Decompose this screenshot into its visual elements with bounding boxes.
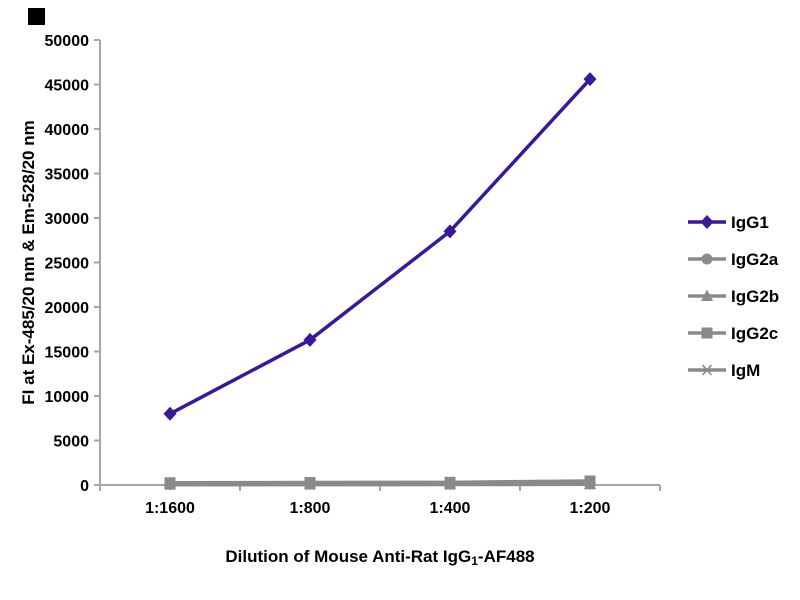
- y-tick-label: 30000: [45, 211, 90, 228]
- legend-marker-IgM: [701, 364, 713, 376]
- y-tick-label: 20000: [45, 300, 90, 317]
- y-tick-label: 5000: [53, 434, 89, 451]
- legend-label-IgG2a: IgG2a: [731, 250, 779, 269]
- legend-item-IgG2a: IgG2a: [688, 250, 779, 269]
- legend-label-IgM: IgM: [731, 361, 760, 380]
- y-axis-title: FI at Ex-485/20 nm & Em-528/20 nm: [19, 120, 38, 404]
- marker-IgM-1:200: [584, 478, 596, 490]
- y-tick-label: 35000: [45, 167, 90, 184]
- legend-item-IgG2b: IgG2b: [688, 287, 779, 306]
- legend-label-IgG1: IgG1: [731, 213, 769, 232]
- legend-label-IgG2b: IgG2b: [731, 287, 779, 306]
- x-tick-label: 1:800: [290, 500, 331, 517]
- y-tick-label: 45000: [45, 78, 90, 95]
- x-tick-label: 1:400: [430, 500, 471, 517]
- marker-IgG2c-1:200: [584, 475, 596, 487]
- marker-IgG2c-1:1600: [164, 477, 176, 489]
- x-tick-label: 1:200: [570, 500, 611, 517]
- y-tick-label: 40000: [45, 122, 90, 139]
- corner-mark: [28, 8, 45, 25]
- marker-IgG1-1:1600: [163, 406, 177, 421]
- marker-IgM-1:400: [444, 479, 456, 491]
- x-tick-label: 1:1600: [145, 500, 195, 517]
- marker-IgG1-1:400: [443, 224, 457, 239]
- marker-IgM-1:1600: [164, 479, 176, 491]
- series-line-IgG1: [168, 77, 592, 416]
- legend: IgG1 IgG2a IgG2b IgG2c IgM: [688, 213, 779, 380]
- legend-marker-IgG1: [700, 215, 714, 229]
- y-tick-label: 50000: [45, 33, 90, 50]
- legend-label-IgG2c: IgG2c: [731, 324, 778, 343]
- y-tick-label: 15000: [45, 345, 90, 362]
- legend-item-IgG2c: IgG2c: [688, 324, 778, 343]
- y-tick-label: 10000: [45, 389, 90, 406]
- legend-marker-IgG2c: [701, 327, 713, 339]
- series-IgM: [164, 478, 596, 491]
- y-tick-label: 0: [80, 478, 89, 495]
- marker-IgM-1:800: [304, 479, 316, 491]
- marker-IgG2c-1:400: [444, 476, 456, 488]
- series-IgG2c: [164, 475, 596, 489]
- legend-item-IgG1: IgG1: [688, 213, 769, 232]
- marker-IgG1-1:200: [583, 72, 597, 87]
- legend-marker-IgG2b: [701, 289, 713, 301]
- x-axis-title: Dilution of Mouse Anti-Rat IgG1-AF488: [225, 547, 534, 568]
- marker-IgG1-1:800: [303, 332, 317, 347]
- legend-marker-IgG2a: [701, 253, 713, 265]
- series-line-IgG2c: [168, 479, 592, 485]
- series-IgG1: [163, 72, 597, 421]
- marker-IgG2c-1:800: [304, 477, 316, 489]
- y-tick-label: 25000: [45, 256, 90, 273]
- legend-item-IgM: IgM: [688, 361, 760, 380]
